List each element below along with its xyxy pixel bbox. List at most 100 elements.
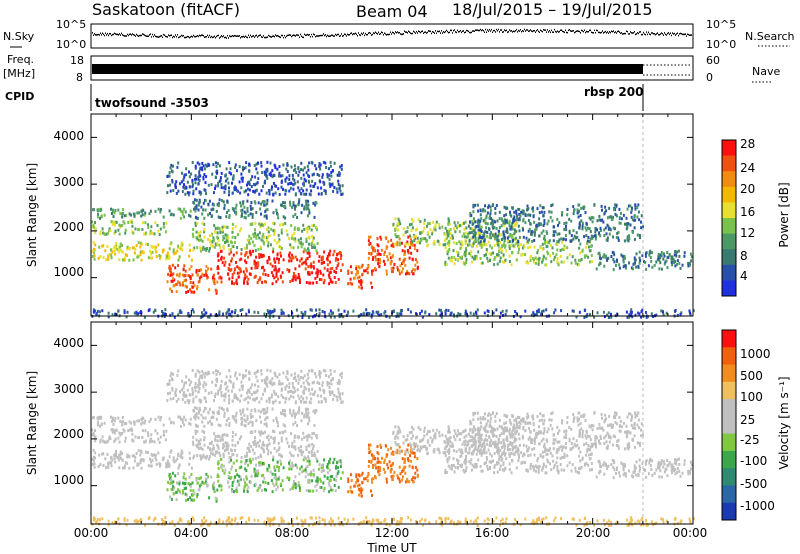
power-cell: [298, 275, 301, 279]
power-cell: [509, 227, 512, 231]
power-cell: [218, 198, 221, 202]
power-cell: [440, 315, 443, 319]
velocity-cell: [314, 411, 317, 415]
noise-point: [429, 30, 430, 32]
power-cell: [284, 205, 286, 209]
velocity-cell: [212, 446, 215, 450]
power-cell: [509, 232, 512, 236]
velocity-cell: [113, 439, 116, 443]
power-cell: [419, 220, 422, 224]
power-cell: [193, 246, 196, 250]
noise-point: [570, 30, 571, 32]
power-cell: [248, 234, 251, 238]
power-cell: [298, 189, 301, 193]
power-cell: [235, 169, 238, 173]
velocity-cell: [213, 432, 216, 436]
velocity-cell: [273, 430, 276, 434]
power-cell: [447, 234, 450, 238]
power-cell: [268, 234, 271, 238]
power-cell: [370, 315, 373, 319]
velocity-cell: [322, 489, 325, 493]
noise-point: [548, 31, 549, 33]
noise-point: [523, 30, 524, 33]
power-cell: [543, 234, 546, 238]
power-cell: [255, 261, 258, 265]
velocity-cell: [275, 482, 278, 486]
power-cell: [588, 260, 591, 264]
velocity-cell: [358, 493, 361, 497]
power-cell: [107, 315, 110, 319]
power-cell: [455, 242, 458, 246]
power-cell: [475, 254, 478, 258]
noise-point: [389, 33, 390, 36]
velocity-cell: [185, 493, 188, 497]
velocity-cell: [196, 445, 199, 449]
velocity-cell: [259, 433, 262, 437]
power-cell: [207, 267, 210, 271]
velocity-cell: [257, 472, 260, 476]
power-cell: [124, 253, 127, 257]
power-cell: [170, 273, 173, 277]
power-cell: [496, 253, 498, 257]
velocity-cell: [297, 410, 300, 414]
power-cell: [203, 173, 206, 176]
power-cell: [399, 222, 402, 226]
power-cell: [369, 242, 372, 245]
noise-point: [601, 31, 602, 34]
velocity-cell: [110, 428, 113, 432]
velocity-cell: [233, 449, 236, 452]
power-cell: [578, 310, 581, 314]
power-cell: [109, 248, 112, 252]
velocity-cell: [254, 482, 257, 486]
velocity-cell: [159, 463, 162, 466]
power-cell: [347, 311, 350, 315]
noise-point: [199, 34, 200, 37]
power-cell: [447, 309, 450, 313]
noise-point: [206, 36, 207, 38]
power-cell: [188, 185, 191, 189]
power-cell: [480, 261, 483, 265]
power-cell: [568, 231, 571, 235]
power-cell: [394, 233, 397, 237]
power-cell: [212, 236, 215, 240]
power-cell: [379, 261, 382, 265]
velocity-cell: [220, 488, 223, 492]
power-cell: [478, 235, 481, 239]
power-cell: [307, 179, 310, 183]
power-cell: [446, 236, 449, 240]
velocity-cell: [312, 409, 315, 413]
power-cell: [204, 247, 206, 251]
velocity-cell: [298, 408, 300, 412]
power-cell: [119, 224, 122, 228]
power-cell: [540, 312, 543, 316]
power-cell: [309, 264, 312, 268]
power-cell: [281, 174, 284, 178]
power-cell: [497, 243, 499, 247]
power-cell: [220, 280, 223, 284]
power-cell: [579, 259, 582, 263]
velocity-cell: [273, 484, 276, 488]
velocity-cell: [234, 433, 237, 437]
power-cell: [260, 255, 263, 259]
noise-point: [491, 28, 492, 31]
power-cell: [449, 236, 452, 240]
power-cell: [197, 208, 200, 212]
power-cell: [204, 199, 207, 203]
power-cell: [532, 311, 535, 315]
noise-point: [659, 34, 660, 36]
power-cell: [560, 260, 563, 264]
power-cell: [326, 172, 329, 176]
power-cell: [333, 186, 336, 189]
velocity-cell: [105, 466, 108, 470]
velocity-cell: [304, 475, 307, 479]
noise-point: [424, 31, 425, 34]
power-cell: [294, 267, 297, 271]
power-cell: [593, 203, 596, 207]
power-cell: [634, 207, 637, 211]
power-cell: [278, 257, 280, 261]
noise-point: [373, 32, 374, 34]
power-cell: [207, 213, 210, 217]
power-cell: [94, 221, 96, 225]
power-cell: [511, 227, 514, 231]
power-cell: [203, 167, 206, 171]
